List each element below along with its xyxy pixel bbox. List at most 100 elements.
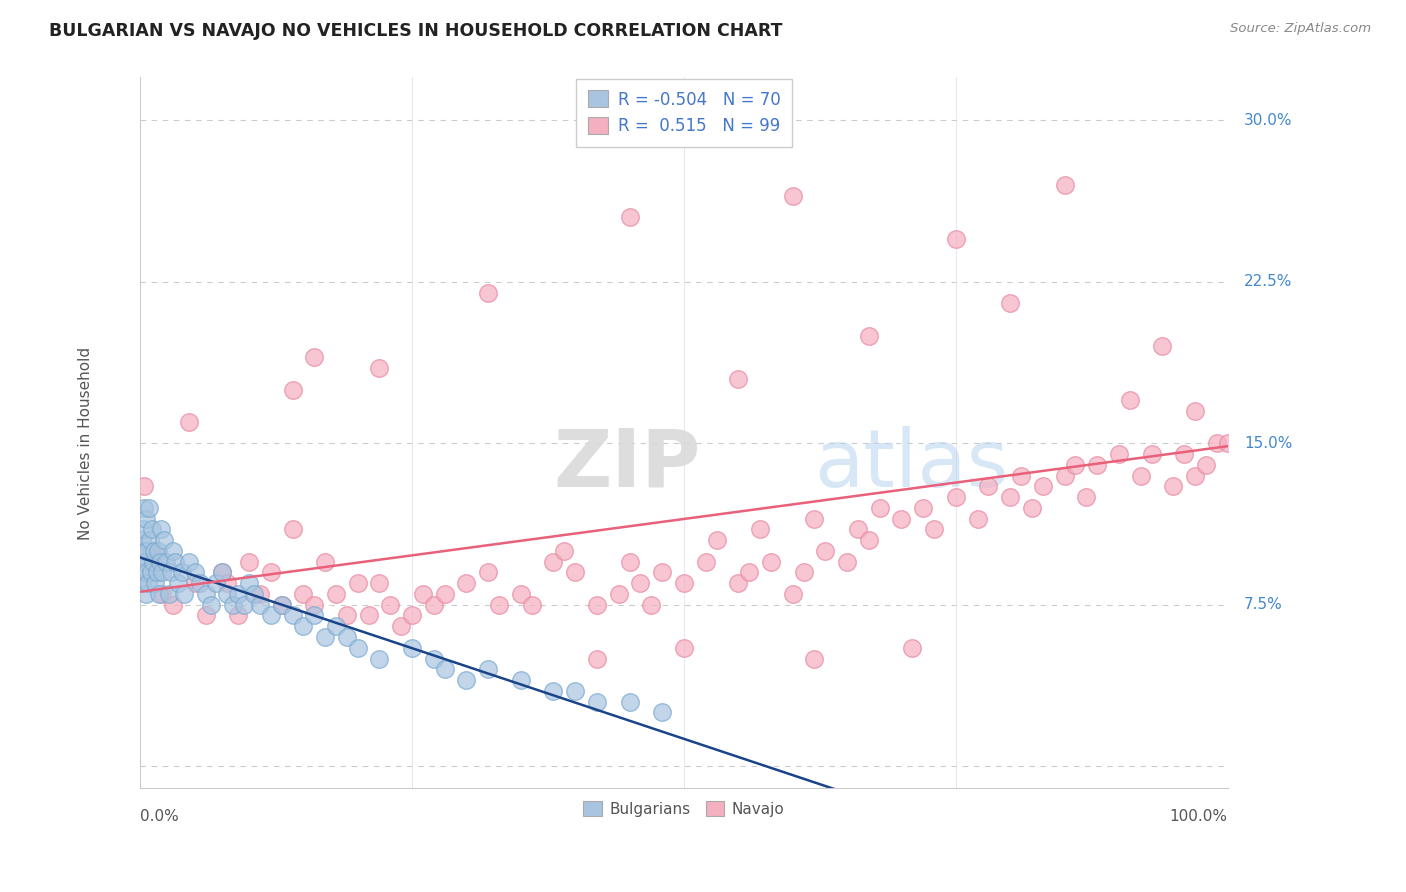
- Point: [695, 555, 717, 569]
- Point: [149, 555, 172, 569]
- Point: [945, 490, 967, 504]
- Point: [433, 662, 456, 676]
- Point: [132, 479, 155, 493]
- Point: [672, 640, 695, 655]
- Point: [912, 500, 935, 515]
- Point: [142, 555, 165, 569]
- Point: [249, 598, 271, 612]
- Point: [325, 619, 347, 633]
- Point: [188, 576, 211, 591]
- Point: [170, 566, 193, 580]
- Point: [380, 598, 402, 612]
- Point: [150, 587, 173, 601]
- Point: [1085, 458, 1108, 472]
- Point: [131, 533, 153, 548]
- Point: [922, 523, 945, 537]
- Point: [749, 523, 772, 537]
- Point: [782, 189, 804, 203]
- Point: [901, 640, 924, 655]
- Point: [238, 555, 260, 569]
- Point: [509, 587, 531, 601]
- Point: [543, 555, 565, 569]
- Point: [1000, 296, 1022, 310]
- Point: [270, 598, 292, 612]
- Point: [1195, 458, 1218, 472]
- Point: [135, 511, 157, 525]
- Point: [281, 608, 304, 623]
- Point: [165, 555, 187, 569]
- Point: [389, 619, 412, 633]
- Point: [1064, 458, 1087, 472]
- Point: [167, 576, 190, 591]
- Point: [162, 598, 184, 612]
- Point: [281, 383, 304, 397]
- Point: [194, 587, 217, 601]
- Point: [155, 555, 177, 569]
- Point: [134, 544, 156, 558]
- Point: [304, 598, 326, 612]
- Point: [131, 555, 153, 569]
- Point: [945, 232, 967, 246]
- Point: [456, 576, 478, 591]
- Point: [837, 555, 859, 569]
- Point: [149, 523, 172, 537]
- Point: [336, 608, 359, 623]
- Point: [153, 533, 176, 548]
- Point: [1152, 339, 1174, 353]
- Point: [858, 533, 880, 548]
- Point: [727, 372, 749, 386]
- Point: [1163, 479, 1185, 493]
- Point: [1119, 393, 1142, 408]
- Point: [543, 683, 565, 698]
- Point: [803, 651, 825, 665]
- Point: [1021, 500, 1043, 515]
- Point: [304, 608, 326, 623]
- Point: [966, 511, 988, 525]
- Point: [509, 673, 531, 687]
- Point: [139, 544, 162, 558]
- Text: 22.5%: 22.5%: [1244, 275, 1292, 289]
- Point: [759, 555, 782, 569]
- Point: [157, 587, 180, 601]
- Legend: Bulgarians, Navajo: Bulgarians, Navajo: [578, 795, 790, 822]
- Text: 30.0%: 30.0%: [1244, 113, 1292, 128]
- Point: [249, 587, 271, 601]
- Point: [1000, 490, 1022, 504]
- Point: [586, 651, 609, 665]
- Point: [368, 651, 391, 665]
- Point: [162, 544, 184, 558]
- Point: [139, 533, 162, 548]
- Point: [132, 566, 155, 580]
- Point: [314, 630, 336, 644]
- Point: [138, 500, 160, 515]
- Point: [205, 576, 228, 591]
- Text: 0.0%: 0.0%: [141, 809, 179, 824]
- Point: [846, 523, 869, 537]
- Point: [139, 566, 162, 580]
- Point: [651, 706, 673, 720]
- Point: [150, 566, 173, 580]
- Point: [803, 511, 825, 525]
- Point: [456, 673, 478, 687]
- Point: [179, 555, 201, 569]
- Point: [346, 576, 368, 591]
- Point: [1184, 404, 1206, 418]
- Point: [586, 598, 609, 612]
- Point: [814, 544, 837, 558]
- Point: [1010, 468, 1032, 483]
- Text: 100.0%: 100.0%: [1170, 809, 1227, 824]
- Point: [1140, 447, 1163, 461]
- Point: [368, 361, 391, 376]
- Point: [706, 533, 728, 548]
- Text: atlas: atlas: [814, 425, 1010, 504]
- Text: 15.0%: 15.0%: [1244, 436, 1292, 450]
- Point: [146, 544, 169, 558]
- Point: [858, 328, 880, 343]
- Point: [179, 415, 201, 429]
- Point: [607, 587, 630, 601]
- Point: [1184, 468, 1206, 483]
- Point: [217, 576, 239, 591]
- Point: [148, 587, 170, 601]
- Point: [619, 695, 641, 709]
- Point: [132, 500, 155, 515]
